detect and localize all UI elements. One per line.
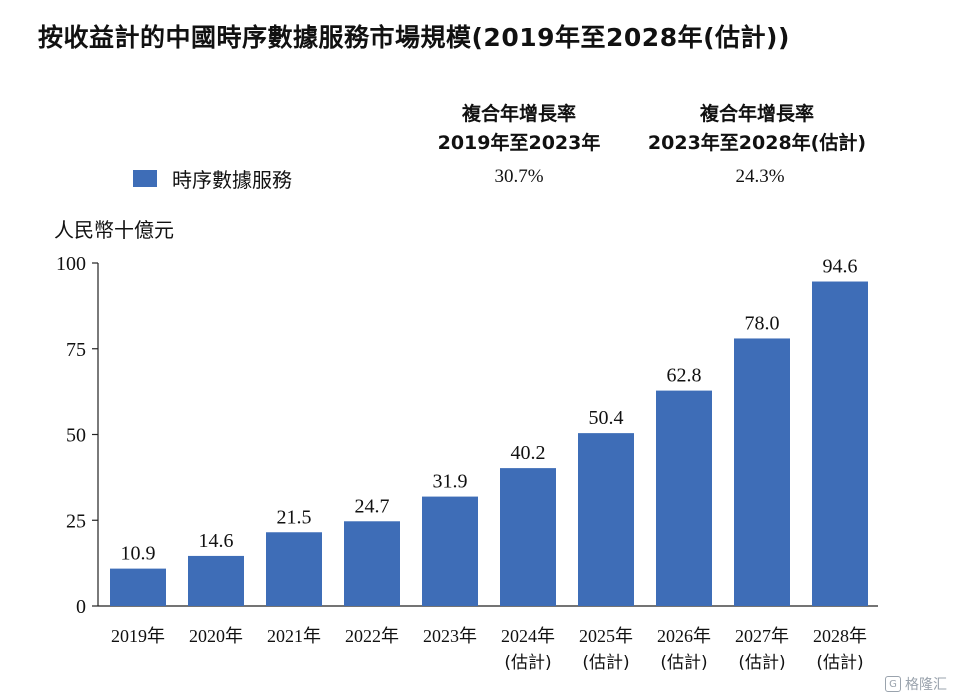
- cagr-header-2-line2: 2023年至2028年(估計): [647, 132, 867, 154]
- x-tick-label: 2025年: [579, 626, 633, 646]
- bar: [500, 468, 556, 606]
- x-tick-sublabel: (估計): [582, 653, 629, 673]
- cagr-value-2: 24.3%: [735, 166, 785, 187]
- data-label: 78.0: [745, 312, 780, 334]
- cagr-header-1-line1: 複合年增長率: [461, 103, 576, 125]
- x-tick-label: 2028年: [813, 626, 867, 646]
- cagr-header-1: 複合年增長率 2019年至2023年: [428, 100, 610, 158]
- data-label: 40.2: [511, 442, 546, 464]
- bar: [656, 390, 712, 606]
- x-tick-label: 2026年: [657, 626, 711, 646]
- legend-label: 時序數據服務: [172, 168, 292, 192]
- data-label: 10.9: [121, 543, 156, 565]
- bar: [422, 496, 478, 606]
- bar: [110, 568, 166, 606]
- data-label: 62.8: [667, 365, 702, 387]
- x-tick-label: 2023年: [423, 626, 477, 646]
- data-label: 21.5: [277, 506, 312, 528]
- x-tick-label: 2022年: [345, 626, 399, 646]
- watermark: G 格隆汇: [885, 674, 947, 694]
- data-label: 14.6: [199, 530, 234, 552]
- data-label: 94.6: [823, 256, 858, 278]
- bar: [812, 281, 868, 606]
- y-tick-label: 50: [66, 425, 86, 447]
- x-tick-sublabel: (估計): [816, 653, 863, 673]
- x-tick-sublabel: (估計): [738, 653, 785, 673]
- cagr-value-1: 30.7%: [494, 166, 544, 187]
- x-tick-label: 2019年: [111, 626, 165, 646]
- x-tick-sublabel: (估計): [660, 653, 707, 673]
- cagr-header-2: 複合年增長率 2023年至2028年(估計): [622, 100, 892, 158]
- y-tick-label: 75: [66, 339, 86, 361]
- bar: [578, 433, 634, 606]
- cagr-header-1-line2: 2019年至2023年: [437, 132, 601, 154]
- x-tick-label: 2024年: [501, 626, 555, 646]
- chart-title: 按收益計的中國時序數據服務市場規模(2019年至2028年(估計)): [38, 23, 790, 52]
- y-tick-label: 25: [66, 510, 86, 532]
- data-label: 50.4: [589, 407, 624, 429]
- y-tick-label: 100: [56, 253, 86, 275]
- watermark-text: 格隆汇: [905, 677, 947, 693]
- data-label: 24.7: [355, 495, 390, 517]
- bar: [188, 555, 244, 606]
- watermark-logo-icon: G: [885, 676, 901, 692]
- y-tick-label: 0: [76, 596, 86, 618]
- x-tick-label: 2021年: [267, 626, 321, 646]
- legend-swatch: [133, 170, 157, 187]
- bar: [344, 521, 400, 606]
- x-tick-sublabel: (估計): [504, 653, 551, 673]
- x-tick-label: 2027年: [735, 626, 789, 646]
- x-tick-label: 2020年: [189, 626, 243, 646]
- cagr-header-2-line1: 複合年增長率: [699, 103, 814, 125]
- bar: [266, 532, 322, 606]
- bar: [734, 338, 790, 606]
- data-label: 31.9: [433, 471, 468, 493]
- y-axis-unit-label: 人民幣十億元: [54, 218, 174, 242]
